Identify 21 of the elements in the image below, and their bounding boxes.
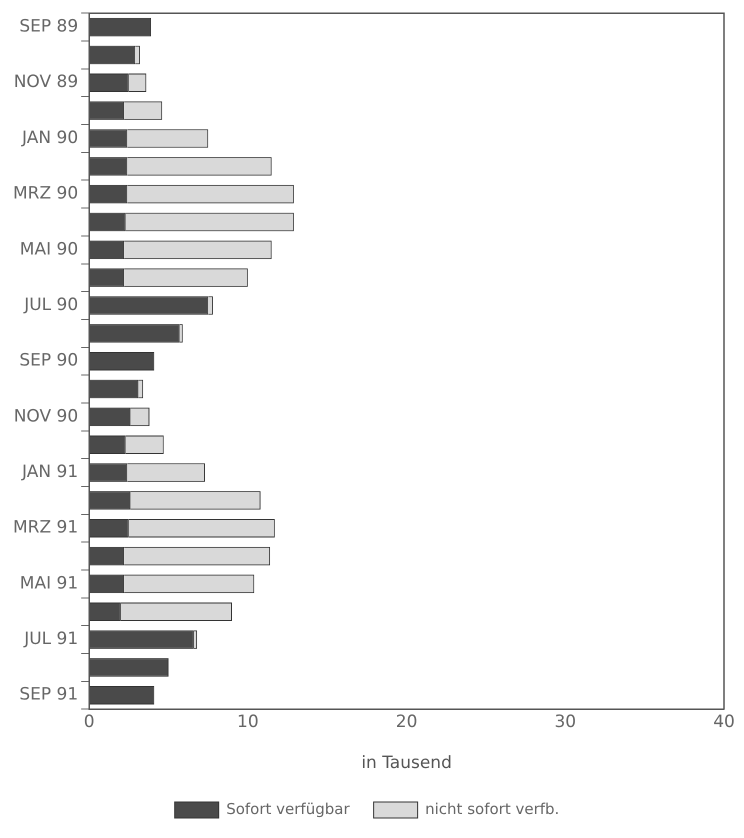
x-axis-title: in Tausend	[361, 753, 452, 774]
y-tick-label: SEP 90	[19, 350, 78, 371]
y-tick-label: MAI 91	[20, 573, 78, 594]
y-tick-label: JAN 90	[21, 128, 78, 148]
x-tick-label: 0	[84, 712, 95, 732]
y-tick-label: JUL 90	[23, 294, 78, 315]
y-tick-label: SEP 91	[19, 684, 78, 705]
x-tick-label: 30	[554, 712, 576, 732]
y-tick-label: JUL 91	[23, 629, 78, 650]
y-tick-label: NOV 89	[14, 72, 78, 92]
y-tick-label: SEP 89	[19, 16, 78, 37]
x-tick-label: 40	[713, 712, 735, 732]
y-tick-label: MRZ 91	[12, 518, 78, 538]
x-tick-label: 20	[396, 712, 418, 732]
x-tick-label: 10	[237, 712, 259, 732]
y-tick-label: NOV 90	[14, 406, 78, 426]
y-tick-label: MRZ 90	[12, 184, 78, 204]
y-tick-label: JAN 91	[21, 462, 78, 482]
legend-label: nicht sofort verfb.	[425, 800, 560, 818]
y-tick-label: MAI 90	[20, 239, 78, 260]
legend-label: Sofort verfügbar	[226, 800, 350, 818]
